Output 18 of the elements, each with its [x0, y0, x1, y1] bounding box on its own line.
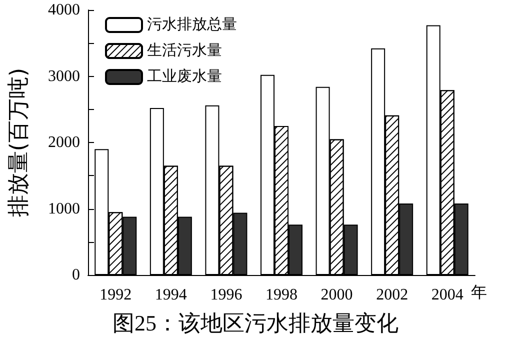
x-axis-title: 年 — [471, 284, 487, 302]
x-tick-label: 1994 — [154, 286, 187, 304]
legend-label: 工业废水量 — [147, 68, 222, 85]
x-tick-label: 1998 — [266, 286, 298, 304]
text: 图25：该地区污水排放量变化 — [112, 310, 398, 336]
legend-label: 生活污水量 — [147, 42, 222, 59]
legend-label: 污水排放总量 — [147, 16, 237, 33]
y-tick-label: 3000 — [48, 68, 80, 85]
x-tick-label: 1992 — [100, 286, 132, 304]
y-tick-label: 4000 — [48, 2, 80, 18]
x-tick-label: 2004 — [431, 286, 464, 304]
x-tick-label: 2002 — [376, 286, 408, 304]
y-tick-label: 0 — [72, 266, 80, 284]
y-tick-label: 2000 — [48, 134, 80, 151]
y-axis-title: 排放量(百万吨) — [6, 68, 32, 218]
x-tick-label: 2000 — [320, 286, 353, 304]
y-tick-label: 1000 — [48, 200, 80, 218]
x-tick-label: 1996 — [210, 286, 242, 304]
